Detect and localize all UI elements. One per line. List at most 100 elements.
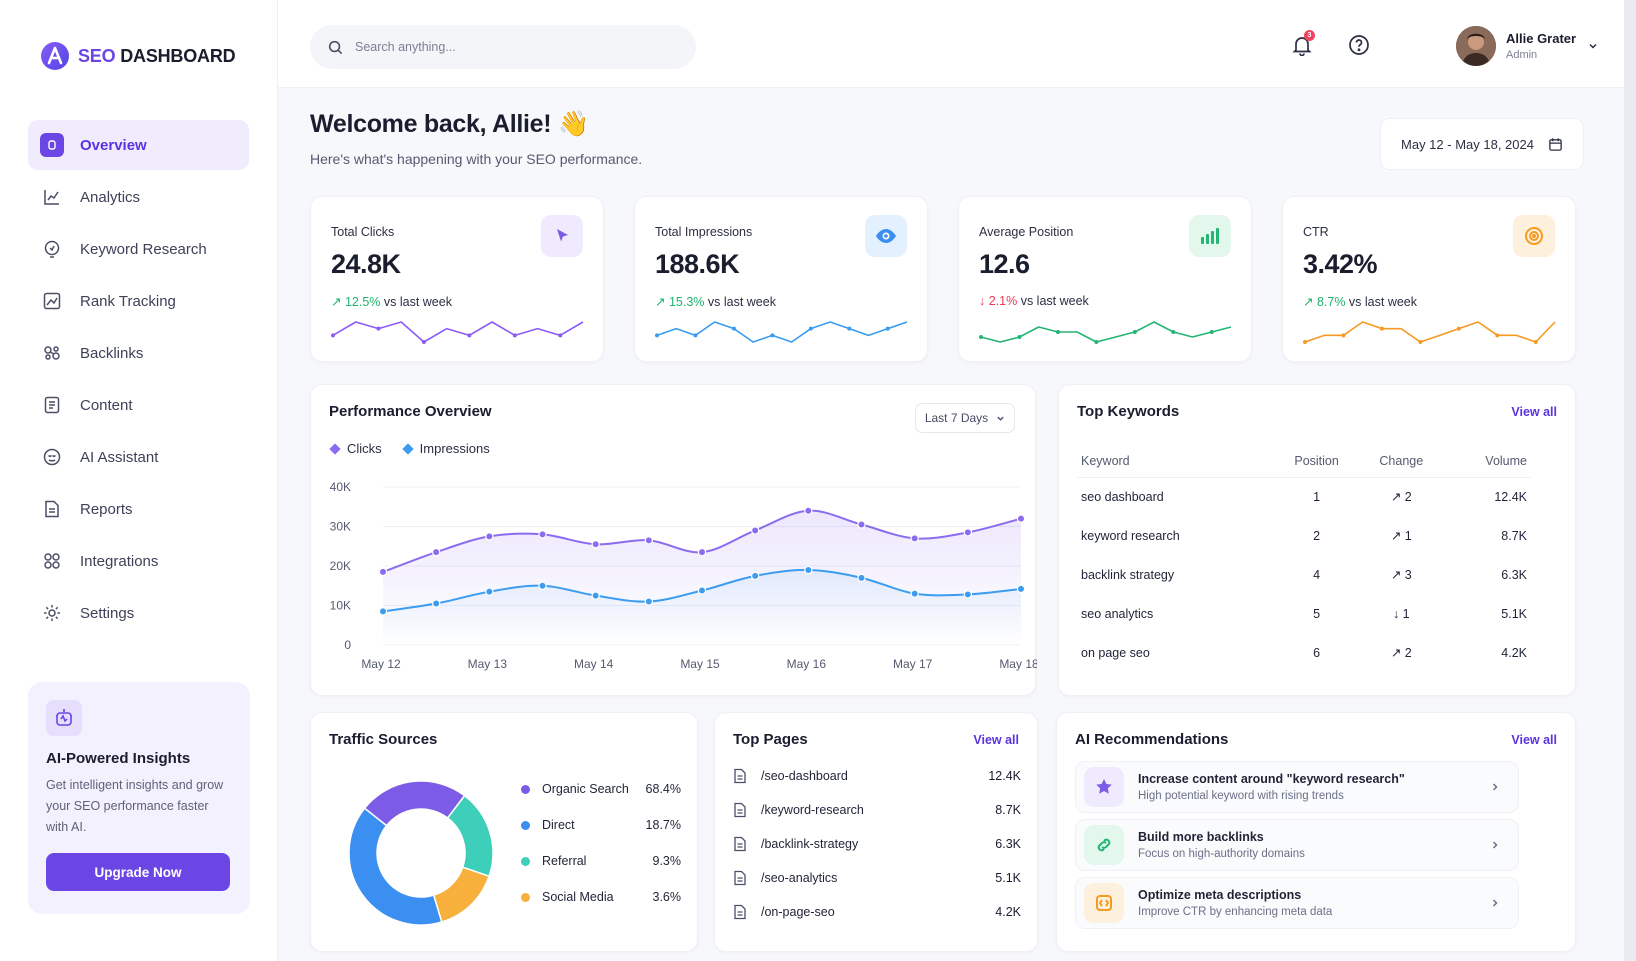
page-icon — [734, 870, 746, 886]
sparkline-point — [376, 326, 381, 331]
data-point[interactable] — [750, 526, 760, 535]
data-point[interactable] — [804, 565, 813, 575]
sidebar-item-integrations[interactable]: Integrations — [28, 536, 249, 586]
data-point[interactable] — [431, 599, 441, 608]
list-item[interactable]: /seo-dashboard 12.4K — [733, 759, 1021, 793]
legend-item-impressions[interactable]: Impressions — [402, 441, 490, 456]
data-point[interactable] — [538, 581, 547, 590]
search-input[interactable] — [355, 40, 655, 54]
data-point[interactable] — [378, 607, 388, 616]
brand[interactable]: SEO DASHBOARD — [40, 36, 249, 76]
recommendation-item[interactable]: Build more backlinks Focus on high-author… — [1075, 819, 1519, 871]
trend-down-icon: ↓ — [979, 294, 989, 308]
data-point[interactable] — [431, 547, 441, 557]
sidebar-item-label: AI Assistant — [80, 448, 159, 466]
table-row[interactable]: seo analytics 5 ↓ 1 5.1K — [1077, 594, 1531, 633]
data-point[interactable] — [910, 589, 919, 598]
data-point[interactable] — [750, 571, 760, 581]
date-range-picker[interactable]: May 12 - May 18, 2024 — [1380, 118, 1584, 170]
sidebar-item-label: Settings — [80, 604, 135, 622]
sidebar-item-keyword-research[interactable]: Keyword Research — [28, 224, 249, 274]
list-item[interactable]: /on-page-seo 4.2K — [733, 895, 1021, 929]
data-point[interactable] — [963, 528, 973, 537]
top-bar: 3 Allie Grater Admin — [278, 0, 1624, 88]
list-item[interactable]: /backlink-strategy 6.3K — [733, 827, 1021, 861]
performance-overview-card: Performance Overview Last 7 Days Clicks … — [310, 384, 1037, 696]
notifications-button[interactable]: 3 — [1290, 30, 1315, 57]
data-point[interactable] — [697, 586, 707, 595]
data-point[interactable] — [910, 534, 919, 543]
data-point[interactable] — [1016, 514, 1026, 523]
data-point[interactable] — [538, 530, 547, 539]
search-box[interactable] — [310, 25, 696, 69]
data-point[interactable] — [857, 520, 866, 529]
list-item[interactable]: /seo-analytics 5.1K — [733, 861, 1021, 895]
pages-view-all-link[interactable]: View all — [973, 733, 1019, 747]
sidebar-item-overview[interactable]: Overview — [28, 120, 249, 170]
pie-slice-direct[interactable] — [348, 807, 443, 926]
data-point[interactable] — [963, 590, 973, 599]
keywords-view-all-link[interactable]: View all — [1511, 405, 1557, 419]
avatar — [1456, 26, 1496, 66]
position-cell: 1 — [1313, 489, 1321, 504]
user-menu[interactable]: Allie Grater Admin — [1456, 26, 1598, 66]
sparkline-point — [808, 326, 813, 331]
legend-item: Organic Search 68.4% — [521, 771, 681, 807]
data-point[interactable] — [804, 506, 813, 515]
sparkline-point — [558, 333, 563, 338]
sidebar-item-reports[interactable]: Reports — [28, 484, 249, 534]
sparkline-path — [656, 321, 908, 343]
performance-line-chart: 40K 30K 20K 10K 0 May 12 May 13 May 14 May 15 May… — [330, 480, 1037, 671]
trend-up-icon: ↗ — [1390, 490, 1405, 505]
page-value: 4.2K — [995, 905, 1021, 919]
data-point[interactable] — [644, 536, 654, 545]
recommendation-item[interactable]: Optimize meta descriptions Improve CTR by… — [1075, 877, 1519, 929]
data-point[interactable] — [1016, 584, 1026, 594]
sidebar-item-rank-tracking[interactable]: Rank Tracking — [28, 276, 249, 326]
data-point[interactable] — [697, 547, 707, 557]
upgrade-now-button[interactable]: Upgrade Now — [46, 853, 230, 891]
x-tick-label: May 18 — [999, 657, 1037, 671]
sparkline-path — [332, 321, 584, 343]
data-point[interactable] — [378, 567, 388, 577]
recommendation-item[interactable]: Increase content around "keyword researc… — [1075, 761, 1519, 813]
sidebar-item-settings[interactable]: Settings — [28, 588, 249, 638]
stat-card-total-clicks: Total Clicks 24.8K ↗ 12.5% vs last week — [310, 196, 604, 362]
table-row[interactable]: backlink strategy 4 ↗ 3 6.3K — [1077, 555, 1531, 594]
data-point[interactable] — [591, 540, 600, 549]
calendar-icon — [1549, 137, 1562, 151]
position-cell: 6 — [1313, 645, 1321, 660]
data-point[interactable] — [591, 591, 600, 600]
sidebar-item-ai-assistant[interactable]: AI Assistant — [28, 432, 249, 482]
help-button[interactable] — [1347, 33, 1371, 57]
legend-label: Organic Search — [542, 782, 629, 796]
table-row[interactable]: on page seo 6 ↗ 2 4.2K — [1077, 633, 1531, 672]
y-tick-label: 20K — [330, 559, 351, 573]
table-row[interactable]: keyword research 2 ↗ 1 8.7K — [1077, 516, 1531, 555]
volume-cell: 6.3K — [1501, 567, 1527, 582]
list-item[interactable]: /keyword-research 8.7K — [733, 793, 1021, 827]
data-point[interactable] — [485, 587, 494, 596]
legend-item-clicks[interactable]: Clicks — [329, 441, 382, 456]
range-select-value: Last 7 Days — [924, 411, 989, 425]
range-select[interactable]: Last 7 Days — [915, 403, 1015, 433]
legend-item: Social Media 3.6% — [521, 879, 681, 915]
page-value: 12.4K — [988, 769, 1021, 783]
data-point[interactable] — [485, 532, 494, 541]
sidebar-item-backlinks[interactable]: Backlinks — [28, 328, 249, 378]
legend-item: Direct 18.7% — [521, 807, 681, 843]
position-cell: 4 — [1313, 567, 1321, 582]
recommendations-view-all-link[interactable]: View all — [1511, 733, 1557, 747]
data-point[interactable] — [644, 597, 654, 606]
data-point[interactable] — [857, 573, 866, 583]
sidebar-item-analytics[interactable]: Analytics — [28, 172, 249, 222]
table-row[interactable]: seo dashboard 1 ↗ 2 12.4K — [1077, 477, 1531, 516]
pie-slice-social-media[interactable] — [432, 866, 491, 923]
volume-cell: 12.4K — [1494, 489, 1527, 504]
sidebar-item-content[interactable]: Content — [28, 380, 249, 430]
column-header-change: Change — [1359, 445, 1444, 478]
sparkline-point — [421, 340, 426, 344]
stat-value: 12.6 — [979, 249, 1030, 279]
stat-value: 24.8K — [331, 249, 401, 279]
sparkline-point — [1341, 333, 1346, 338]
